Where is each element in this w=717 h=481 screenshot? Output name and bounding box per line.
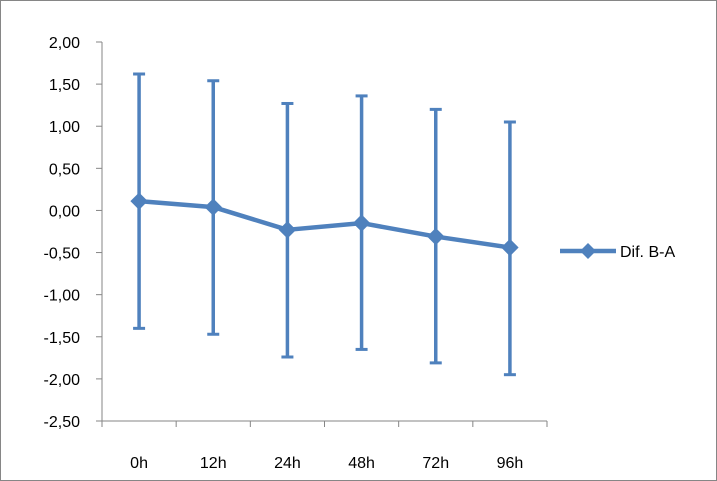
series-line — [138, 198, 511, 250]
legend: Dif. B-A — [560, 243, 675, 261]
x-tick-label: 12h — [200, 455, 227, 472]
data-point — [130, 192, 148, 210]
y-tick-label: 0,50 — [49, 161, 80, 178]
y-tick-label: 1,50 — [49, 77, 80, 94]
data-point — [352, 214, 371, 232]
y-tick-label: -1,00 — [44, 288, 81, 305]
data-point — [278, 221, 297, 239]
y-tick-label: -2,00 — [44, 372, 81, 389]
x-tick-label: 96h — [497, 455, 524, 472]
y-axis-ticks: 2,00 1,50 1,00 0,50 0,00 -0,50 -1,00 -1,50 -2,00… — [44, 35, 102, 431]
y-tick-label: 1,00 — [49, 119, 80, 136]
data-point — [427, 227, 445, 246]
x-tick-label: 0h — [130, 455, 148, 472]
y-tick-label: -1,50 — [44, 330, 81, 347]
data-point — [204, 198, 222, 216]
data-point — [501, 238, 519, 257]
x-tick-label: 48h — [348, 455, 375, 472]
y-tick-label: -0,50 — [44, 246, 81, 263]
y-tick-label: 0,00 — [49, 203, 80, 220]
x-axis-ticks: 0h 12h 24h 48h 72h 96h — [101, 421, 548, 472]
axes — [101, 42, 547, 422]
y-tick-label: 2,00 — [49, 35, 80, 52]
x-tick-label: 24h — [274, 455, 301, 472]
legend-label: Dif. B-A — [620, 244, 675, 261]
legend-marker — [580, 243, 596, 259]
x-tick-label: 72h — [422, 455, 449, 472]
y-tick-label: -2,50 — [44, 414, 81, 431]
series-dif-b-a — [130, 192, 519, 257]
